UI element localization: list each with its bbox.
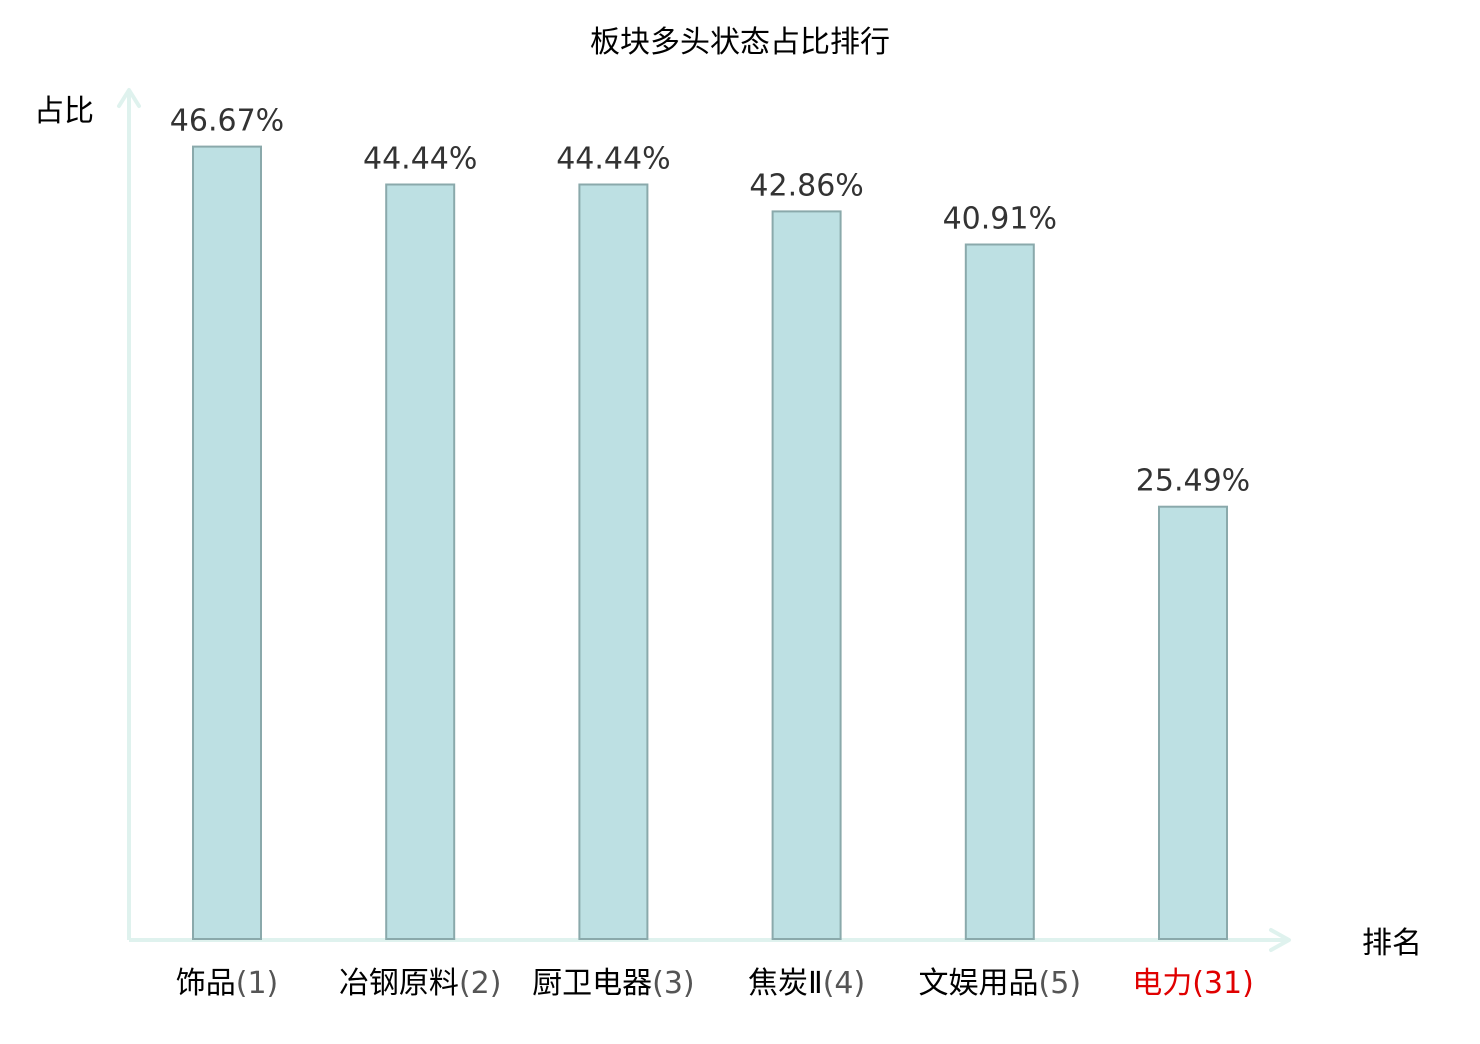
x-tick-label: 冶钢原料(2): [339, 966, 502, 1001]
y-axis-arrow: [117, 88, 141, 108]
x-tick-rank: (1): [236, 966, 279, 1001]
x-tick-category-name: 厨卫电器: [532, 966, 652, 1001]
bar: [192, 145, 262, 941]
x-axis-label: 排名: [1362, 926, 1422, 961]
bar: [1158, 505, 1228, 940]
bar-value-label: 44.44%: [556, 142, 670, 177]
x-tick-category-name: 冶钢原料: [339, 966, 459, 1001]
x-tick-category-name: 饰品: [176, 966, 236, 1001]
x-tick-label: 焦炭Ⅱ(4): [748, 966, 865, 1001]
x-tick-category-name: 焦炭Ⅱ: [748, 966, 823, 1001]
x-tick-rank: (4): [823, 966, 866, 1001]
bar: [578, 183, 649, 940]
bar-value-label: 25.49%: [1136, 464, 1250, 499]
x-tick-label: 厨卫电器(3): [532, 966, 695, 1001]
x-tick-rank: (3): [652, 966, 695, 1001]
bar: [385, 183, 456, 940]
x-tick-category-name: 电力: [1132, 966, 1192, 1001]
x-tick-label: 文娱用品(5): [919, 966, 1082, 1001]
x-tick-rank: (5): [1039, 966, 1082, 1001]
x-axis-arrow: [1269, 928, 1291, 952]
y-axis-label: 占比: [34, 94, 94, 129]
bar: [964, 243, 1035, 940]
bars-layer: [192, 145, 1228, 941]
x-tick-label: 电力(31): [1132, 966, 1254, 1001]
x-tick-labels: 饰品(1) 冶钢原料(2) 厨卫电器(3) 焦炭Ⅱ(4) 文娱用品(5) 电力(31): [176, 966, 1254, 1001]
x-tick-label: 饰品(1): [176, 966, 279, 1001]
value-labels-layer: 46.67% 44.44% 44.44% 42.86% 40.91% 25.49%: [170, 104, 1250, 499]
chart-title: 板块多头状态占比排行: [590, 25, 890, 60]
bar-value-label: 46.67%: [170, 104, 284, 139]
x-tick-rank: (31): [1192, 966, 1254, 1001]
bar-value-label: 44.44%: [363, 142, 477, 177]
x-tick-category-name: 文娱用品: [919, 966, 1039, 1001]
x-tick-rank: (2): [459, 966, 502, 1001]
bar: [771, 210, 842, 940]
bar-value-label: 42.86%: [749, 168, 863, 203]
bar-value-label: 40.91%: [943, 202, 1057, 237]
